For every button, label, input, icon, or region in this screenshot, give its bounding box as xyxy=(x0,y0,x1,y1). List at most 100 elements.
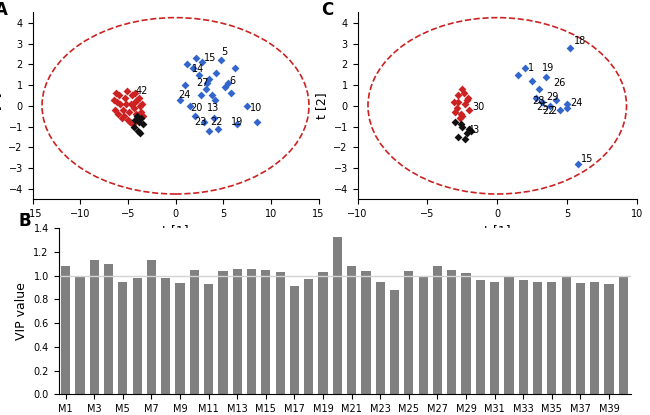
Bar xyxy=(433,266,442,394)
Point xyxy=(182,61,192,68)
Point xyxy=(127,92,137,99)
Bar xyxy=(376,282,385,394)
Text: 2: 2 xyxy=(551,106,556,116)
Text: 26: 26 xyxy=(553,78,566,88)
Point xyxy=(114,92,124,99)
Y-axis label: t [2]: t [2] xyxy=(315,93,328,119)
Text: 10: 10 xyxy=(250,103,262,113)
Point xyxy=(191,55,202,61)
Point xyxy=(464,125,474,132)
Point xyxy=(555,107,566,113)
Bar xyxy=(118,282,127,394)
Point xyxy=(223,80,233,86)
Bar xyxy=(590,282,599,394)
Point xyxy=(112,98,123,105)
Point xyxy=(136,115,146,122)
Point xyxy=(201,86,211,93)
Point xyxy=(203,127,214,134)
Point xyxy=(134,119,144,126)
Point xyxy=(216,57,226,63)
Point xyxy=(460,100,471,107)
Point xyxy=(121,100,131,107)
Point xyxy=(452,105,462,111)
Point xyxy=(180,82,190,88)
Point xyxy=(187,65,198,72)
Text: 15: 15 xyxy=(204,53,216,63)
Bar xyxy=(61,266,70,394)
Text: 19: 19 xyxy=(542,63,554,73)
Point xyxy=(551,96,561,103)
Point xyxy=(133,115,144,122)
Text: 5: 5 xyxy=(221,47,228,57)
Point xyxy=(456,121,466,128)
Text: C: C xyxy=(321,1,333,19)
Text: B: B xyxy=(18,212,31,229)
Point xyxy=(242,103,252,109)
Point xyxy=(513,71,523,78)
Y-axis label: t [2]: t [2] xyxy=(0,93,3,119)
Point xyxy=(125,119,135,126)
Bar xyxy=(462,273,471,394)
Point xyxy=(120,94,130,101)
Point xyxy=(453,134,463,140)
Bar xyxy=(318,272,328,394)
Point xyxy=(131,111,142,117)
Point xyxy=(545,103,556,109)
Bar xyxy=(276,272,285,394)
Point xyxy=(138,121,148,128)
Point xyxy=(196,92,207,99)
Point xyxy=(115,100,125,107)
Text: 6: 6 xyxy=(229,76,235,86)
Point xyxy=(111,107,121,113)
Bar xyxy=(404,271,413,394)
Point xyxy=(252,119,262,126)
Bar xyxy=(619,276,628,394)
Point xyxy=(123,117,133,124)
Point xyxy=(573,161,584,167)
Bar xyxy=(204,284,213,394)
Bar xyxy=(419,277,428,394)
Bar xyxy=(490,282,499,394)
Point xyxy=(458,90,469,97)
Point xyxy=(229,65,240,72)
Bar xyxy=(562,276,571,394)
Text: A: A xyxy=(0,1,8,19)
Text: 22: 22 xyxy=(210,117,222,127)
Point xyxy=(135,103,146,109)
Point xyxy=(136,109,146,115)
Point xyxy=(562,105,573,111)
Point xyxy=(531,94,541,101)
Point xyxy=(127,121,138,128)
Bar xyxy=(176,283,185,394)
Point xyxy=(175,96,185,103)
Point xyxy=(450,119,460,126)
Bar xyxy=(604,284,614,394)
Bar xyxy=(290,286,299,394)
X-axis label: t [1]: t [1] xyxy=(484,225,510,237)
Bar xyxy=(447,270,456,394)
Text: 22: 22 xyxy=(542,106,554,116)
Text: 28: 28 xyxy=(532,96,545,106)
Point xyxy=(565,44,575,51)
Point xyxy=(185,103,195,109)
Bar xyxy=(261,270,270,394)
Point xyxy=(464,107,474,113)
Point xyxy=(194,71,205,78)
Point xyxy=(537,98,547,105)
Point xyxy=(220,84,230,90)
Point xyxy=(232,121,242,128)
Bar xyxy=(75,276,84,394)
Point xyxy=(119,113,129,120)
Text: 20: 20 xyxy=(190,103,202,113)
Point xyxy=(130,117,140,124)
Point xyxy=(207,92,217,99)
Point xyxy=(132,96,142,103)
Point xyxy=(118,107,128,113)
Point xyxy=(541,73,551,80)
Text: 19: 19 xyxy=(231,117,243,127)
Text: 29: 29 xyxy=(546,92,558,102)
Point xyxy=(111,90,122,97)
Text: 14: 14 xyxy=(192,63,204,73)
Bar xyxy=(133,278,142,394)
Y-axis label: VIP value: VIP value xyxy=(15,282,28,340)
